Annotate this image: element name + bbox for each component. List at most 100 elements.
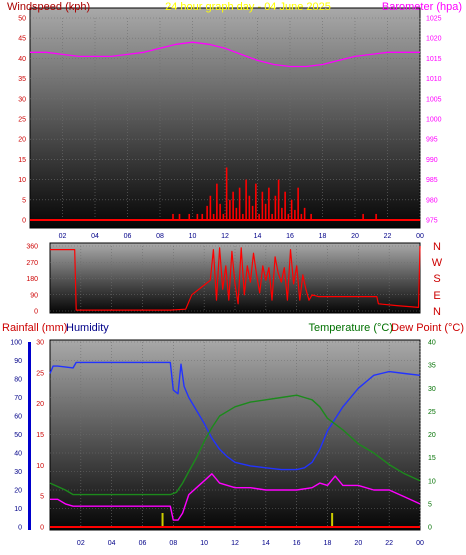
windspeed-tick-label: 35 (18, 76, 26, 83)
x-tick-label: 10 (189, 233, 197, 240)
dewpoint-series (50, 473, 421, 521)
dewpoint-line (50, 473, 421, 521)
temperature-tick-label: 10 (428, 478, 436, 485)
wind-direction-tick-label: 270 (26, 260, 38, 267)
windspeed-axis-title: Windspeed (kph) (7, 1, 90, 13)
rainfall-tick-label: 15 (36, 432, 44, 439)
humidity-tick-label: 20 (14, 488, 22, 495)
wind-direction-tick-label: 90 (30, 292, 38, 299)
humidity-axis-bar (28, 342, 31, 530)
x-tick-label: 04 (91, 233, 99, 240)
humidity-tick-label: 50 (14, 432, 22, 439)
x-tick-label: 10 (200, 540, 208, 547)
rainfall-tick-label: 5 (40, 494, 44, 501)
compass-label: S (433, 273, 440, 285)
barometer-tick-label: 980 (426, 197, 438, 204)
x-tick-label: 00 (416, 233, 424, 240)
windspeed-tick-label: 15 (18, 157, 26, 164)
x-tick-label: 18 (324, 540, 332, 547)
x-tick-label: 22 (384, 233, 392, 240)
temperature-line (49, 394, 421, 496)
barometer-tick-label: 1015 (426, 56, 442, 63)
x-tick-label: 14 (254, 233, 262, 240)
temperature-tick-label: 0 (428, 525, 432, 532)
wind-direction-tick-label: 0 (34, 309, 38, 316)
x-tick-label: 08 (156, 233, 164, 240)
x-tick-label: 20 (354, 540, 362, 547)
temperature-tick-label: 15 (428, 455, 436, 462)
humidity-tick-label: 100 (10, 340, 22, 347)
barometer-axis-title: Barometer (hpa) (382, 1, 462, 13)
x-tick-label: 02 (59, 233, 67, 240)
x-tick-label: 02 (77, 540, 85, 547)
barometer-line (30, 41, 420, 68)
x-tick-label: 16 (293, 540, 301, 547)
windspeed-tick-label: 10 (18, 177, 26, 184)
wind-barometer-x-ticks: 02 04 06 08 10 12 14 16 18 20 22 00 (59, 233, 424, 240)
rainfall-axis-title: Rainfall (mm) (2, 322, 67, 334)
humidity-line (49, 361, 421, 471)
barometer-tick-label: 1025 (426, 16, 442, 23)
barometer-tick-label: 990 (426, 157, 438, 164)
wind-direction-degree-ticks: 0 90 180 270 360 (26, 244, 38, 316)
rainfall-tick-label: 0 (40, 525, 44, 532)
humidity-tick-label: 70 (14, 395, 22, 402)
graph-title: 24 hour graph day - 04 June 2025 (165, 1, 331, 13)
humidity-tick-label: 60 (14, 414, 22, 421)
windspeed-series (172, 167, 377, 220)
x-tick-label: 04 (108, 540, 116, 547)
x-tick-label: 20 (351, 233, 359, 240)
compass-label: N (433, 241, 441, 253)
rainfall-tick-label: 30 (36, 340, 44, 347)
wind-direction-grid (50, 245, 420, 312)
temperature-axis-title: Temperature (°C) (309, 322, 393, 334)
barometer-tick-label: 995 (426, 137, 438, 144)
windspeed-tick-label: 25 (18, 117, 26, 124)
barometer-tick-label: 1020 (426, 36, 442, 43)
x-tick-label: 22 (385, 540, 393, 547)
barometer-tick-label: 1010 (426, 76, 442, 83)
compass-label: W (432, 257, 443, 269)
x-tick-label: 12 (221, 233, 229, 240)
rain-humidity-temp-panel: 0 10 20 30 40 50 60 70 80 90 100 0 5 10 15 20 25 30 0 5 10… (2, 322, 464, 547)
windspeed-tick-label: 50 (18, 16, 26, 23)
wind-direction-tick-label: 360 (26, 244, 38, 251)
x-tick-label: 06 (139, 540, 147, 547)
rain-humidity-temp-grid (50, 341, 421, 528)
x-tick-label: 16 (286, 233, 294, 240)
temperature-tick-label: 40 (428, 340, 436, 347)
temperature-tick-label: 35 (428, 363, 436, 370)
windspeed-tick-label: 5 (22, 197, 26, 204)
windspeed-tick-label: 0 (22, 218, 26, 225)
temperature-tick-label: 30 (428, 386, 436, 393)
compass-label: E (433, 290, 440, 302)
barometer-tick-label: 1000 (426, 117, 442, 124)
humidity-axis-title: Humidity (66, 322, 109, 334)
temperature-axis-ticks: 0 5 10 15 20 25 30 35 40 (428, 340, 436, 532)
rainfall-tick-label: 10 (36, 463, 44, 470)
windspeed-tick-label: 30 (18, 96, 26, 103)
humidity-tick-label: 90 (14, 358, 22, 365)
temperature-tick-label: 5 (428, 501, 432, 508)
temperature-tick-label: 20 (428, 432, 436, 439)
barometer-tick-label: 985 (426, 177, 438, 184)
barometer-tick-label: 1005 (426, 96, 442, 103)
barometer-series (30, 41, 420, 68)
x-tick-label: 12 (231, 540, 239, 547)
humidity-axis-ticks: 0 10 20 30 40 50 60 70 80 90 100 (10, 340, 22, 532)
rainfall-axis-ticks: 0 5 10 15 20 25 30 (36, 340, 44, 532)
rain-bar (161, 513, 164, 527)
rainfall-tick-label: 25 (36, 370, 44, 377)
rainfall-tick-label: 20 (36, 401, 44, 408)
x-tick-label: 18 (319, 233, 327, 240)
wind-direction-series (50, 245, 421, 311)
wind-direction-line (50, 245, 421, 311)
temperature-series (49, 394, 421, 496)
wind-direction-tick-label: 180 (26, 276, 38, 283)
temperature-tick-label: 25 (428, 409, 436, 416)
windspeed-axis-ticks: 0 5 10 15 20 25 30 35 40 45 50 (18, 16, 26, 225)
humidity-tick-label: 0 (18, 525, 22, 532)
